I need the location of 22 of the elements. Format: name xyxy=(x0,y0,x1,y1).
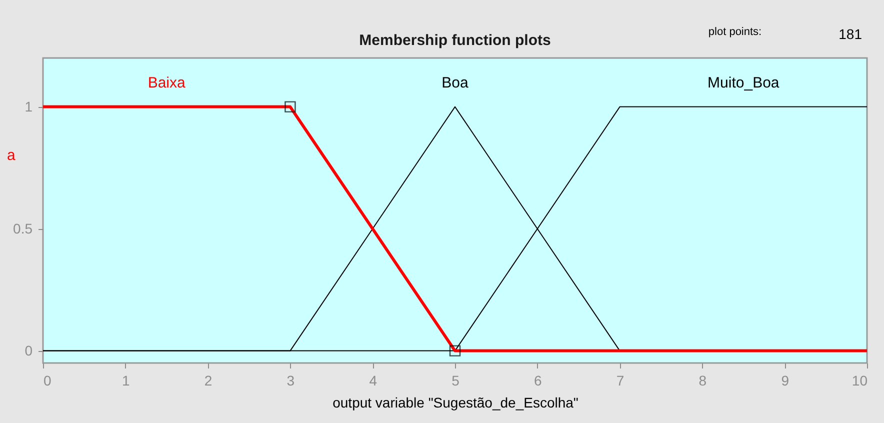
text: 181 xyxy=(838,26,862,42)
x-tick-label: 7 xyxy=(616,372,624,388)
x-tick-label: 1 xyxy=(122,372,130,388)
series-label: Boa xyxy=(442,74,469,92)
x-tick-label: 6 xyxy=(534,372,542,388)
series-label: Muito_Boa xyxy=(708,74,780,92)
y-tick-label: 0.5 xyxy=(13,220,33,236)
series-label: Baixa xyxy=(148,74,186,92)
x-tick-label: 2 xyxy=(204,372,212,388)
x-tick-label: 5 xyxy=(452,372,460,388)
x-tick-label: 4 xyxy=(369,372,378,388)
text: a xyxy=(7,147,16,164)
x-tick-label: 8 xyxy=(698,372,707,388)
y-tick-label: 0 xyxy=(24,342,33,358)
x-axis-title: output variable "Sugestão_de_Escolha" xyxy=(332,394,578,410)
x-tick-label: 10 xyxy=(852,372,868,388)
x-tick-label: 3 xyxy=(286,372,295,388)
x-tick-label: 9 xyxy=(781,372,790,388)
y-tick-label: 1 xyxy=(24,98,33,114)
text: plot points: xyxy=(708,26,762,38)
chart-title: Membership function plots xyxy=(359,32,551,49)
x-tick-label: 0 xyxy=(44,372,52,388)
